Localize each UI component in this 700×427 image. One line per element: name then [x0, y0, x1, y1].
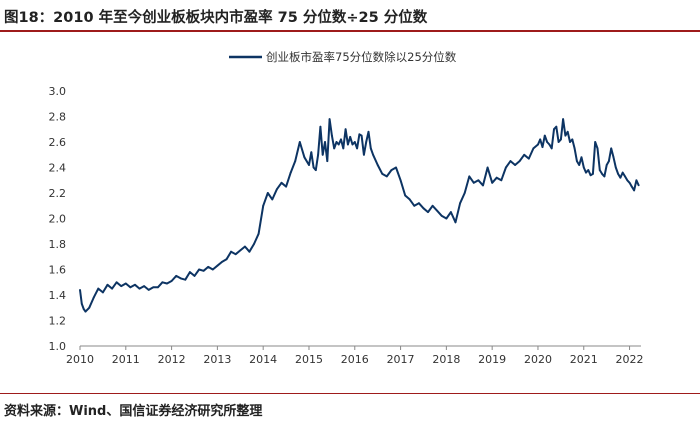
x-tick-label: 2010 — [66, 353, 94, 364]
x-tick-label: 2012 — [158, 353, 186, 364]
y-tick-label: 1.2 — [49, 315, 67, 328]
title-divider — [0, 30, 700, 32]
x-tick-label: 2011 — [112, 353, 140, 364]
x-tick-label: 2021 — [570, 353, 598, 364]
series-line — [79, 118, 640, 313]
source-note: 资料来源：Wind、国信证券经济研究所整理 — [4, 404, 263, 419]
x-tick-label: 2014 — [249, 353, 277, 364]
legend-label: 创业板市盈率75分位数除以25分位数 — [266, 50, 457, 64]
y-tick-label: 3.0 — [49, 85, 67, 98]
x-tick-label: 2013 — [203, 353, 231, 364]
y-tick-label: 2.8 — [49, 111, 67, 124]
figure-title: 图18：2010 年至今创业板板块内市盈率 75 分位数÷25 分位数 — [4, 10, 428, 26]
x-axis-ticks: 2010 2011 2012 2013 2014 2015 2016 2017 2018 2019… — [66, 346, 644, 364]
y-tick-label: 2.2 — [49, 187, 67, 200]
y-tick-label: 1.8 — [49, 238, 67, 251]
y-tick-label: 1.0 — [49, 340, 67, 353]
y-axis-ticks: 1.0 1.2 1.4 1.6 1.8 2.0 2.2 2.4 2.6 2.8 3.0 — [49, 85, 67, 353]
y-tick-label: 1.4 — [49, 289, 67, 302]
x-tick-label: 2018 — [432, 353, 460, 364]
y-tick-label: 2.4 — [49, 162, 67, 175]
line-chart: 创业板市盈率75分位数除以25分位数 1.0 1.2 1.4 1.6 1.8 2.0 2.2… — [49, 50, 644, 364]
x-tick-label: 2019 — [478, 353, 506, 364]
x-tick-label: 2022 — [616, 353, 644, 364]
x-tick-label: 2020 — [524, 353, 552, 364]
x-tick-label: 2015 — [295, 353, 323, 364]
y-tick-label: 2.0 — [49, 213, 67, 226]
x-tick-label: 2016 — [341, 353, 369, 364]
source-divider — [0, 393, 700, 394]
y-tick-label: 1.6 — [49, 264, 67, 277]
legend: 创业板市盈率75分位数除以25分位数 — [229, 50, 457, 64]
y-tick-label: 2.6 — [49, 136, 67, 149]
x-tick-label: 2017 — [387, 353, 415, 364]
